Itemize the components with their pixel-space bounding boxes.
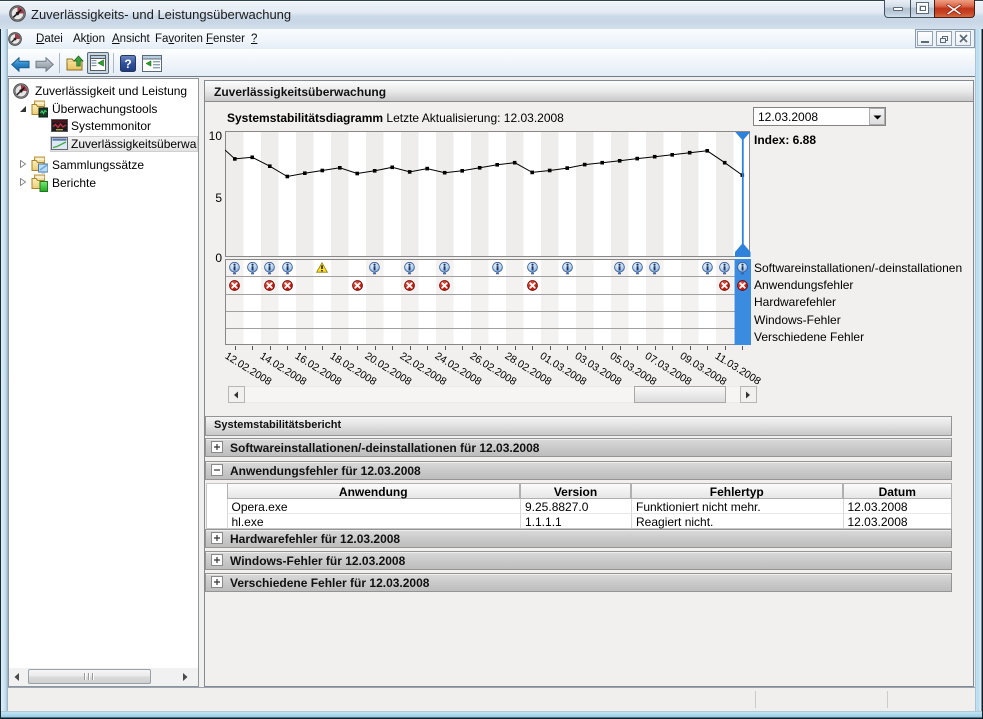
svg-text:?: ? [124,57,131,71]
